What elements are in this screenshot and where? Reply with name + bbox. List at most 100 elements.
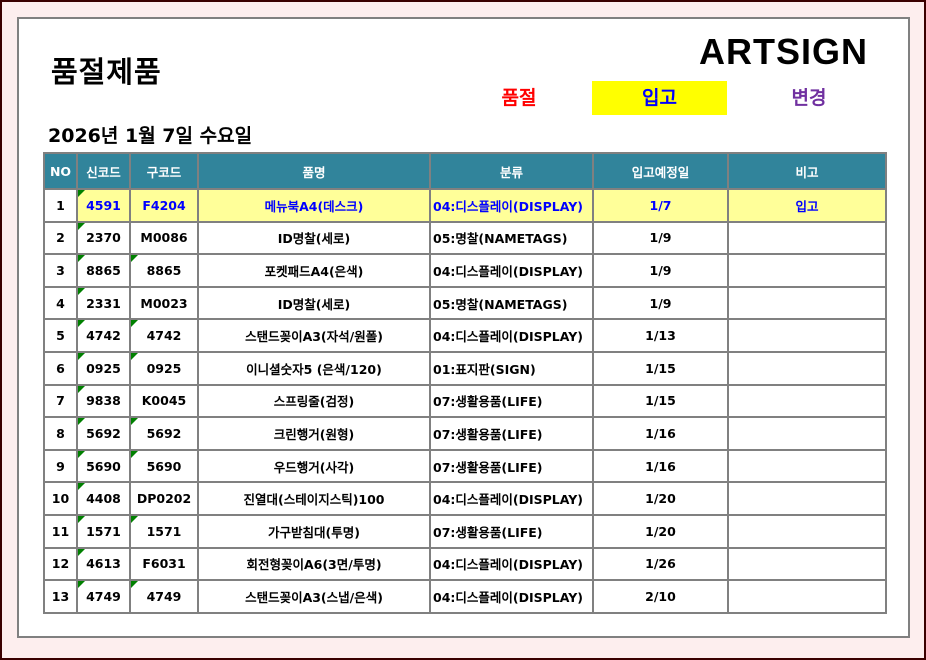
- cell-product-name[interactable]: 크린행거(원형): [197, 416, 431, 451]
- cell-old-code[interactable]: M0023: [129, 285, 199, 321]
- cell-expected-date[interactable]: 1/15: [592, 383, 729, 419]
- cell-product-name[interactable]: 진열대(스테이지스틱)100: [197, 481, 431, 516]
- cell-expected-date[interactable]: 1/16: [592, 448, 729, 484]
- cell-product-name[interactable]: 스탠드꽂이A3(자석/원폴): [197, 318, 431, 353]
- cell-product-name[interactable]: ID명찰(세로): [197, 285, 431, 321]
- cell-new-code[interactable]: 5692: [76, 416, 131, 451]
- cell-no[interactable]: 10: [43, 481, 78, 516]
- cell-category[interactable]: 04:디스플레이(DISPLAY): [429, 318, 594, 353]
- cell-category[interactable]: 05:명찰(NAMETAGS): [429, 220, 594, 256]
- cell-category[interactable]: 07:생활용품(LIFE): [429, 416, 594, 451]
- cell-new-code[interactable]: 2370: [76, 220, 131, 256]
- cell-old-code[interactable]: 5690: [129, 448, 199, 484]
- cell-old-code[interactable]: DP0202: [129, 481, 199, 516]
- cell-expected-date[interactable]: 1/7: [592, 188, 729, 223]
- cell-note[interactable]: [727, 350, 887, 386]
- cell-note[interactable]: [727, 285, 887, 321]
- cell-new-code[interactable]: 5690: [76, 448, 131, 484]
- cell-old-code[interactable]: M0086: [129, 220, 199, 256]
- cell-note[interactable]: [727, 220, 887, 256]
- cell-new-code[interactable]: 4613: [76, 546, 131, 582]
- cell-category[interactable]: 07:생활용품(LIFE): [429, 448, 594, 484]
- cell-old-code[interactable]: F6031: [129, 546, 199, 582]
- cell-product-name[interactable]: 스탠드꽂이A3(스냅/은색): [197, 579, 431, 614]
- cell-category[interactable]: 07:생활용품(LIFE): [429, 383, 594, 419]
- cell-category[interactable]: 04:디스플레이(DISPLAY): [429, 546, 594, 582]
- cell-category[interactable]: 04:디스플레이(DISPLAY): [429, 481, 594, 516]
- cell-no[interactable]: 7: [43, 383, 78, 419]
- column-header-category[interactable]: 분류: [429, 152, 594, 190]
- cell-old-code[interactable]: 8865: [129, 253, 199, 288]
- cell-new-code[interactable]: 0925: [76, 350, 131, 386]
- cell-old-code[interactable]: F4204: [129, 188, 199, 223]
- cell-no[interactable]: 13: [43, 579, 78, 614]
- cell-product-name[interactable]: 메뉴북A4(데스크): [197, 188, 431, 223]
- cell-product-name[interactable]: 스프링줄(검정): [197, 383, 431, 419]
- cell-note[interactable]: [727, 318, 887, 353]
- cell-no[interactable]: 9: [43, 448, 78, 484]
- cell-category[interactable]: 04:디스플레이(DISPLAY): [429, 188, 594, 223]
- cell-no[interactable]: 1: [43, 188, 78, 223]
- cell-note[interactable]: [727, 579, 887, 614]
- cell-no[interactable]: 11: [43, 513, 78, 549]
- cell-expected-date[interactable]: 1/9: [592, 285, 729, 321]
- column-header-no[interactable]: NO: [43, 152, 78, 190]
- cell-old-code[interactable]: 4749: [129, 579, 199, 614]
- cell-old-code[interactable]: 4742: [129, 318, 199, 353]
- column-header-note[interactable]: 비고: [727, 152, 887, 190]
- cell-category[interactable]: 05:명찰(NAMETAGS): [429, 285, 594, 321]
- cell-note[interactable]: [727, 513, 887, 549]
- cell-new-code[interactable]: 1571: [76, 513, 131, 549]
- cell-no[interactable]: 3: [43, 253, 78, 288]
- cell-expected-date[interactable]: 1/13: [592, 318, 729, 353]
- cell-product-name[interactable]: 이니셜숫자5 (은색/120): [197, 350, 431, 386]
- cell-new-code[interactable]: 2331: [76, 285, 131, 321]
- cell-new-code[interactable]: 9838: [76, 383, 131, 419]
- cell-note[interactable]: [727, 416, 887, 451]
- cell-no[interactable]: 4: [43, 285, 78, 321]
- cell-new-code[interactable]: 4749: [76, 579, 131, 614]
- column-header-product-name[interactable]: 품명: [197, 152, 431, 190]
- cell-old-code[interactable]: 0925: [129, 350, 199, 386]
- column-header-new-code[interactable]: 신코드: [76, 152, 131, 190]
- cell-no[interactable]: 12: [43, 546, 78, 582]
- column-header-old-code[interactable]: 구코드: [129, 152, 199, 190]
- cell-category[interactable]: 07:생활용품(LIFE): [429, 513, 594, 549]
- cell-product-name[interactable]: 우드행거(사각): [197, 448, 431, 484]
- cell-new-code[interactable]: 4742: [76, 318, 131, 353]
- cell-no[interactable]: 6: [43, 350, 78, 386]
- cell-category[interactable]: 04:디스플레이(DISPLAY): [429, 579, 594, 614]
- cell-new-code[interactable]: 4408: [76, 481, 131, 516]
- cell-new-code[interactable]: 4591: [76, 188, 131, 223]
- cell-expected-date[interactable]: 1/26: [592, 546, 729, 582]
- cell-expected-date[interactable]: 2/10: [592, 579, 729, 614]
- cell-old-code[interactable]: 5692: [129, 416, 199, 451]
- cell-expected-date[interactable]: 1/15: [592, 350, 729, 386]
- cell-note[interactable]: [727, 383, 887, 419]
- cell-category[interactable]: 01:표지판(SIGN): [429, 350, 594, 386]
- cell-expected-date[interactable]: 1/9: [592, 220, 729, 256]
- cell-no[interactable]: 2: [43, 220, 78, 256]
- cell-category[interactable]: 04:디스플레이(DISPLAY): [429, 253, 594, 288]
- cell-note[interactable]: [727, 253, 887, 288]
- cell-text: 이니셜숫자5 (은색/120): [246, 361, 382, 377]
- cell-old-code[interactable]: K0045: [129, 383, 199, 419]
- cell-expected-date[interactable]: 1/9: [592, 253, 729, 288]
- cell-note[interactable]: [727, 546, 887, 582]
- cell-text: 4742: [86, 328, 121, 344]
- column-header-expected-date[interactable]: 입고예정일: [592, 152, 729, 190]
- cell-product-name[interactable]: 회전형꽂이A6(3면/투명): [197, 546, 431, 582]
- cell-new-code[interactable]: 8865: [76, 253, 131, 288]
- cell-no[interactable]: 8: [43, 416, 78, 451]
- cell-product-name[interactable]: ID명찰(세로): [197, 220, 431, 256]
- cell-old-code[interactable]: 1571: [129, 513, 199, 549]
- cell-note[interactable]: [727, 448, 887, 484]
- cell-no[interactable]: 5: [43, 318, 78, 353]
- cell-note[interactable]: [727, 481, 887, 516]
- cell-note[interactable]: 입고: [727, 188, 887, 223]
- cell-expected-date[interactable]: 1/16: [592, 416, 729, 451]
- cell-expected-date[interactable]: 1/20: [592, 481, 729, 516]
- cell-expected-date[interactable]: 1/20: [592, 513, 729, 549]
- cell-product-name[interactable]: 포켓패드A4(은색): [197, 253, 431, 288]
- cell-product-name[interactable]: 가구받침대(투명): [197, 513, 431, 549]
